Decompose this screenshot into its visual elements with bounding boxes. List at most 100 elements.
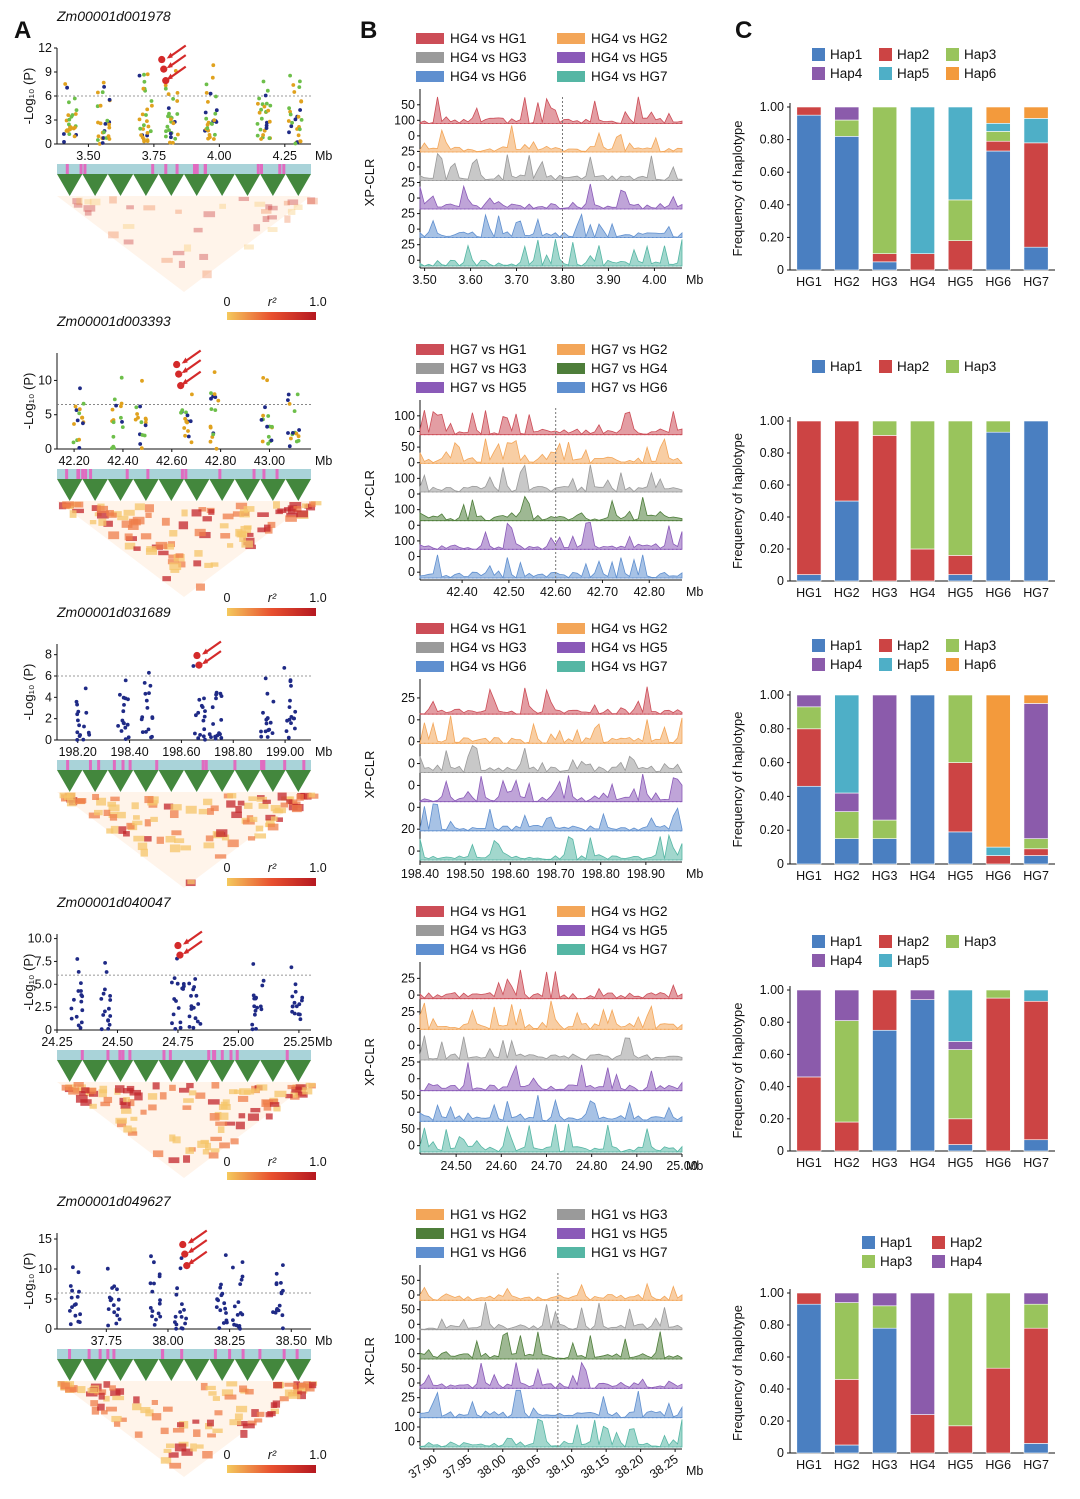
- snp-point: [81, 401, 86, 406]
- hap-bar-segment: [910, 253, 935, 271]
- hap-ytick-label: 0.40: [760, 1080, 784, 1094]
- ld-cell: [117, 515, 129, 521]
- panel-label-b: B: [360, 17, 377, 44]
- lead-snp: [176, 951, 184, 959]
- hap-ytick-label: 0.40: [760, 789, 784, 803]
- snp-point: [257, 96, 261, 101]
- ld-cell: [120, 1417, 127, 1422]
- ld-cell: [308, 1381, 317, 1389]
- ld-cell: [128, 518, 139, 525]
- ld-cell: [267, 215, 277, 220]
- ld-cell: [229, 1089, 238, 1095]
- hap-ytick-label: 0: [777, 1144, 784, 1158]
- gene-name: Zm00001d040047: [56, 894, 172, 910]
- snp-point: [71, 440, 76, 445]
- gene-marker: [201, 760, 205, 770]
- xpclr-area: [419, 1000, 683, 1031]
- ld-cell: [134, 503, 145, 511]
- xpclr-ytick-label: 0: [408, 160, 415, 174]
- hap-bar-segment: [947, 989, 973, 1042]
- snp-point: [70, 113, 75, 117]
- hap-bar-segment: [872, 106, 898, 254]
- ld-cell: [133, 835, 145, 842]
- ld-cell: [237, 1420, 248, 1427]
- xpclr-area: [419, 774, 683, 803]
- ld-cell: [237, 1095, 249, 1102]
- ld-cell: [309, 501, 316, 508]
- xpclr-ytick-label: 100: [394, 113, 415, 127]
- hap-legend-label: Hap1: [830, 934, 862, 949]
- snp-point: [168, 131, 173, 136]
- snp-point: [176, 1006, 181, 1010]
- xpclr-ytick-label: 50: [401, 98, 415, 112]
- hap-legend-label: Hap3: [964, 359, 996, 374]
- hap-legend-label: Hap2: [897, 638, 929, 653]
- xpclr-xtick-label: 37.95: [440, 1452, 474, 1481]
- hap-bar-segment: [834, 119, 860, 137]
- hap-legend-label: Hap6: [964, 66, 996, 81]
- hap-bar-segment: [796, 785, 822, 865]
- snp-point: [175, 981, 180, 986]
- ld-cell: [89, 1103, 97, 1109]
- ld-cell: [152, 1150, 164, 1158]
- snp-point: [289, 684, 293, 688]
- ld-cell: [269, 1102, 280, 1107]
- snp-point: [123, 696, 128, 701]
- snp-point: [139, 133, 144, 138]
- snp-point: [103, 122, 108, 126]
- hap-bar-segment: [834, 106, 860, 121]
- snp-point: [214, 1305, 219, 1309]
- xpclr-legend-label: HG7 vs HG3: [450, 361, 527, 376]
- ld-cell: [263, 1103, 272, 1111]
- hap-bar-segment: [947, 574, 973, 582]
- snp-point: [143, 691, 148, 696]
- ld-cell: [108, 231, 119, 239]
- ld-cell: [226, 1381, 238, 1387]
- snp-point: [157, 1301, 162, 1306]
- snp-point: [296, 438, 301, 443]
- ld-cell: [243, 525, 252, 530]
- snp-point: [294, 1004, 299, 1009]
- snp-point: [213, 132, 217, 137]
- ld-cell: [132, 1403, 142, 1411]
- ld-cell: [163, 803, 174, 810]
- ld-cell: [188, 1090, 197, 1096]
- ld-cell: [210, 805, 219, 812]
- xpclr-xtick-label: 38.20: [613, 1452, 647, 1481]
- ld-cell: [178, 521, 189, 530]
- snp-point: [250, 1027, 255, 1032]
- connector-triangle: [158, 479, 184, 501]
- snp-point: [135, 412, 140, 416]
- snp-point: [276, 1308, 281, 1313]
- hap-legend-swatch: [946, 658, 959, 671]
- hap-legend-label: Hap4: [830, 657, 863, 672]
- ld-cell: [203, 211, 216, 218]
- xpclr-area: [419, 1062, 683, 1092]
- gene-marker: [184, 469, 188, 479]
- snp-point: [263, 676, 268, 681]
- hap-group-label: HG4: [910, 1156, 936, 1170]
- hap-legend-label: Hap2: [897, 47, 929, 62]
- manhattan-xtick-label: 198.20: [59, 745, 97, 759]
- ld-cell: [127, 1131, 138, 1136]
- snp-point: [293, 141, 298, 146]
- ld-cell: [140, 533, 152, 540]
- xpclr-area: [419, 464, 683, 493]
- snp-point: [286, 735, 291, 740]
- xpclr-ytick-label: 25: [401, 691, 415, 705]
- xpclr-xtick-label: 198.50: [446, 867, 484, 881]
- snp-point: [72, 1303, 77, 1307]
- snp-point: [214, 108, 219, 113]
- hap-bar-segment: [796, 1303, 822, 1454]
- ld-cell: [200, 1382, 208, 1391]
- snp-point: [184, 410, 188, 415]
- xpclr-area: [419, 96, 683, 124]
- xpclr-legend-label: HG4 vs HG3: [450, 50, 527, 65]
- ld-cell: [74, 501, 84, 508]
- snp-point: [215, 733, 220, 738]
- hap-bar-segment: [796, 694, 822, 708]
- snp-point: [291, 431, 295, 435]
- hap-bar-segment: [872, 989, 898, 1031]
- ld-cell: [203, 798, 213, 806]
- snp-point: [150, 1314, 154, 1319]
